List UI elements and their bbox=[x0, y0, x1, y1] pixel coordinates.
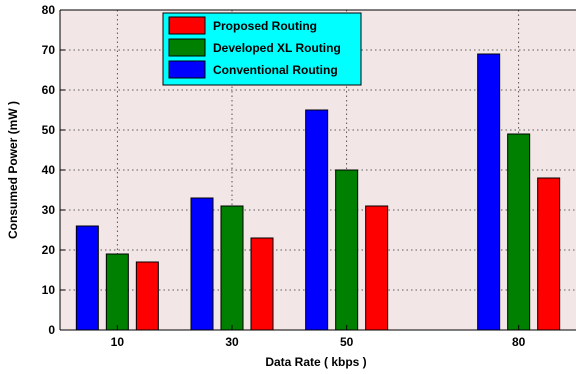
x-tick-label: 80 bbox=[512, 335, 526, 349]
legend-swatch bbox=[168, 60, 206, 79]
x-tick-label: 10 bbox=[111, 335, 125, 349]
bar bbox=[335, 169, 359, 331]
axes bbox=[59, 9, 576, 331]
y-tick-label: 60 bbox=[42, 83, 56, 97]
legend-label: Conventional Routing bbox=[213, 63, 338, 77]
bar bbox=[220, 205, 244, 331]
x-axis-label: Data Rate ( kbps ) bbox=[265, 355, 366, 369]
y-tick-label: 0 bbox=[48, 323, 55, 337]
y-tick-label: 10 bbox=[42, 283, 56, 297]
y-tick-labels: 0 10 20 30 40 50 60 70 80 bbox=[42, 3, 56, 337]
bars bbox=[75, 53, 561, 331]
y-axis-label: Consumed Power (mW ) bbox=[6, 101, 20, 239]
y-tick-label: 80 bbox=[42, 3, 56, 17]
y-tick-label: 30 bbox=[42, 203, 56, 217]
legend: Proposed Routing Developed XL Routing Conv… bbox=[162, 12, 362, 86]
bar bbox=[477, 53, 501, 331]
x-tick-label: 50 bbox=[340, 335, 354, 349]
bar bbox=[537, 177, 561, 331]
legend-label: Proposed Routing bbox=[213, 19, 317, 33]
bar bbox=[135, 261, 159, 331]
bar bbox=[507, 133, 531, 331]
bar bbox=[75, 225, 99, 331]
y-tick-label: 70 bbox=[42, 43, 56, 57]
legend-label: Developed XL Routing bbox=[213, 41, 341, 55]
x-tick-label: 30 bbox=[225, 335, 239, 349]
legend-swatch bbox=[168, 38, 206, 57]
y-tick-label: 40 bbox=[42, 163, 56, 177]
y-tick-label: 50 bbox=[42, 123, 56, 137]
bar bbox=[250, 237, 274, 331]
bar bbox=[365, 205, 389, 331]
bar bbox=[105, 253, 129, 331]
bar bbox=[305, 109, 329, 331]
bar bbox=[190, 197, 214, 331]
y-tick-label: 20 bbox=[42, 243, 56, 257]
legend-swatch bbox=[168, 16, 206, 35]
x-tick-labels: 10 30 50 80 bbox=[111, 335, 526, 349]
